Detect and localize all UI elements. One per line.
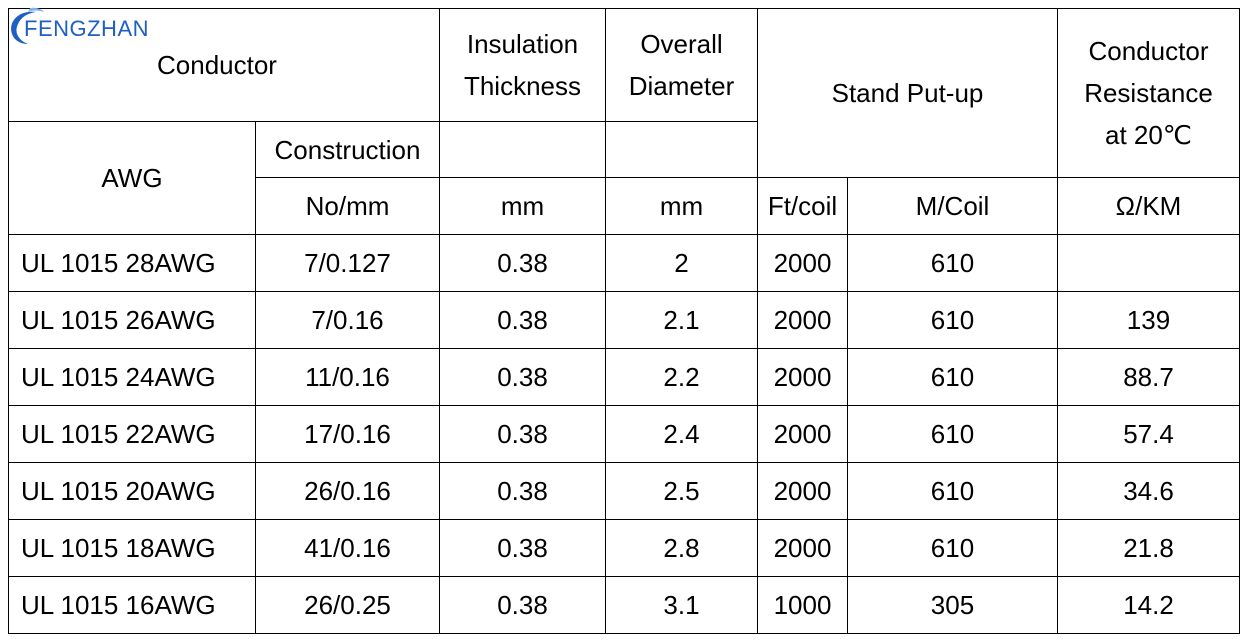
cell-awg: UL 1015 16AWG [8,576,256,634]
cell-resistance: 21.8 [1057,519,1240,577]
cell-awg: UL 1015 20AWG [8,462,256,520]
unit-insulation: mm [439,177,606,235]
resistance-header-line1: Conductor [1088,36,1209,66]
cell-ft: 2000 [757,348,848,406]
overall-header-line2: Diameter [628,71,735,101]
stand-putup-header: Stand Put-up [757,8,1058,178]
cell-m: 610 [847,348,1058,406]
table-row: UL 1015 26AWG 7/0.16 0.38 2.1 2000 610 139 [8,291,1240,349]
cell-construction: 41/0.16 [255,519,440,577]
insulation-header: Insulation Thickness [439,8,606,122]
cell-insulation: 0.38 [439,291,606,349]
cell-construction: 17/0.16 [255,405,440,463]
cell-m: 610 [847,462,1058,520]
cell-awg: UL 1015 28AWG [8,234,256,292]
cell-ft: 2000 [757,291,848,349]
table-row: UL 1015 24AWG 11/0.16 0.38 2.2 2000 610 88.7 [8,348,1240,406]
cell-diameter: 3.1 [605,576,758,634]
table-row: UL 1015 16AWG 26/0.25 0.38 3.1 1000 305 14.2 [8,576,1240,634]
cell-insulation: 0.38 [439,348,606,406]
cell-resistance: 34.6 [1057,462,1240,520]
insulation-header-line2: Thickness [463,71,582,101]
cell-diameter: 2.5 [605,462,758,520]
cell-diameter: 2.2 [605,348,758,406]
cell-ft: 2000 [757,234,848,292]
overall-diameter-header: Overall Diameter [605,8,758,122]
cell-resistance [1057,234,1240,292]
cell-construction: 26/0.16 [255,462,440,520]
cell-construction: 7/0.127 [255,234,440,292]
diameter-blank-cell [605,121,758,178]
header-row-1: Conductor Insulation Thickness Overall D… [8,8,1240,178]
brand-logo: FENGZHAN [6,6,166,50]
cell-construction: 11/0.16 [255,348,440,406]
cell-resistance: 88.7 [1057,348,1240,406]
cell-m: 305 [847,576,1058,634]
conductor-header: Conductor [8,8,440,122]
cell-ft: 2000 [757,519,848,577]
cell-resistance: 14.2 [1057,576,1240,634]
wire-spec-table: Conductor Insulation Thickness Overall D… [8,8,1240,634]
unit-diameter: mm [605,177,758,235]
overall-header-line1: Overall [640,29,723,59]
cell-construction: 26/0.25 [255,576,440,634]
resistance-header: Conductor Resistance at 20℃ [1057,8,1240,178]
cell-insulation: 0.38 [439,519,606,577]
cell-insulation: 0.38 [439,462,606,520]
cell-awg: UL 1015 24AWG [8,348,256,406]
swoosh-logo-icon [11,7,44,44]
table-row: UL 1015 18AWG 41/0.16 0.38 2.8 2000 610 21.8 [8,519,1240,577]
cell-diameter: 2.4 [605,405,758,463]
table-body: UL 1015 28AWG 7/0.127 0.38 2 2000 610 UL 1015 … [8,234,1240,634]
table-row: UL 1015 28AWG 7/0.127 0.38 2 2000 610 [8,234,1240,292]
cell-insulation: 0.38 [439,576,606,634]
cell-m: 610 [847,234,1058,292]
construction-header: Construction [255,121,440,178]
cell-awg: UL 1015 22AWG [8,405,256,463]
unit-construction: No/mm [255,177,440,235]
cell-resistance: 57.4 [1057,405,1240,463]
unit-m-coil: M/Coil [847,177,1058,235]
unit-ft-coil: Ft/coil [757,177,848,235]
table-row: UL 1015 22AWG 17/0.16 0.38 2.4 2000 610 57.4 [8,405,1240,463]
cell-ft: 1000 [757,576,848,634]
cell-insulation: 0.38 [439,405,606,463]
table-row: UL 1015 20AWG 26/0.16 0.38 2.5 2000 610 34.6 [8,462,1240,520]
unit-resistance: Ω/KM [1057,177,1240,235]
resistance-header-line3: at 20℃ [1104,120,1193,150]
cell-construction: 7/0.16 [255,291,440,349]
resistance-header-line2: Resistance [1084,78,1213,108]
cell-insulation: 0.38 [439,234,606,292]
brand-wordmark: FENGZHAN [24,16,149,41]
awg-header: AWG [8,121,256,235]
cell-awg: UL 1015 18AWG [8,519,256,577]
cell-m: 610 [847,291,1058,349]
spec-table-wrapper: Conductor Insulation Thickness Overall D… [8,8,1240,634]
cell-diameter: 2.8 [605,519,758,577]
cell-awg: UL 1015 26AWG [8,291,256,349]
cell-m: 610 [847,405,1058,463]
cell-m: 610 [847,519,1058,577]
cell-ft: 2000 [757,462,848,520]
cell-resistance: 139 [1057,291,1240,349]
cell-diameter: 2.1 [605,291,758,349]
cell-ft: 2000 [757,405,848,463]
insulation-blank-cell [439,121,606,178]
insulation-header-line1: Insulation [466,29,579,59]
cell-diameter: 2 [605,234,758,292]
